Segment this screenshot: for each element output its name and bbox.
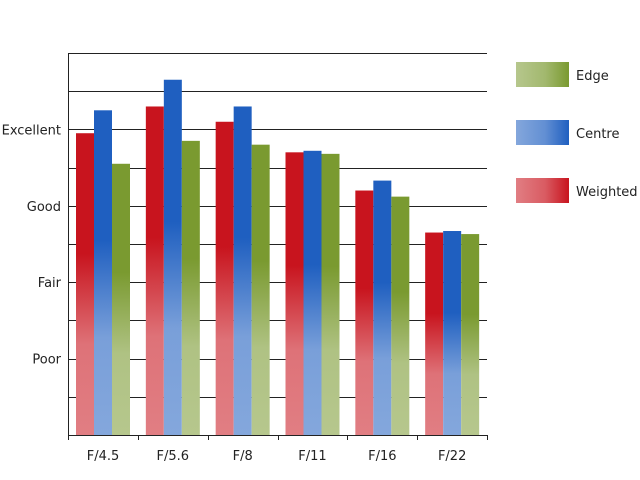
x-tick-label: F/16: [368, 449, 396, 464]
bar-centre-f56: [163, 79, 182, 436]
x-tick-label: F/5.6: [157, 449, 190, 464]
x-tick-label: F/8: [233, 449, 253, 464]
legend-label-weighted: Weighted: [576, 185, 638, 200]
legend-label-edge: Edge: [576, 69, 609, 84]
bar-centre-f45: [94, 110, 112, 436]
bar-edge-f8: [251, 144, 270, 435]
bar-edge-f45: [112, 163, 130, 435]
bar-edge-f22: [461, 234, 480, 435]
bar-weighted-f22: [425, 232, 444, 435]
bar-weighted-f45: [76, 133, 94, 435]
bar-weighted-f11: [285, 152, 304, 435]
x-tick-labels: F/4.5 F/5.6 F/8 F/11 F/16 F/22: [87, 449, 467, 464]
legend: Edge Centre Weighted: [516, 62, 638, 203]
bar-centre-f11: [303, 150, 322, 436]
y-tick-labels: Poor Fair Good Excellent: [2, 123, 62, 367]
legend-swatch-centre: [516, 120, 569, 145]
bar-weighted-f56: [145, 106, 164, 435]
bar-centre-f8: [233, 106, 252, 435]
bars: [76, 79, 480, 436]
x-tick-label: F/4.5: [87, 449, 120, 464]
x-tick-label: F/11: [298, 449, 326, 464]
y-tick-label: Good: [27, 200, 61, 215]
bar-centre-f16: [373, 180, 392, 435]
x-tick-label: F/22: [438, 449, 466, 464]
legend-swatch-weighted: [516, 178, 569, 203]
bar-edge-f11: [321, 153, 340, 435]
grid-lines: [68, 53, 487, 398]
bar-weighted-f8: [215, 121, 234, 435]
y-tick-label: Fair: [38, 276, 62, 291]
bar-edge-f56: [181, 140, 200, 436]
bar-centre-f22: [443, 231, 462, 435]
legend-swatch-edge: [516, 62, 569, 87]
axes: [68, 53, 488, 440]
bar-edge-f16: [391, 196, 410, 435]
y-tick-label: Poor: [32, 353, 61, 368]
y-tick-label: Excellent: [2, 123, 61, 138]
bar-weighted-f16: [355, 190, 374, 435]
legend-label-centre: Centre: [576, 127, 619, 142]
